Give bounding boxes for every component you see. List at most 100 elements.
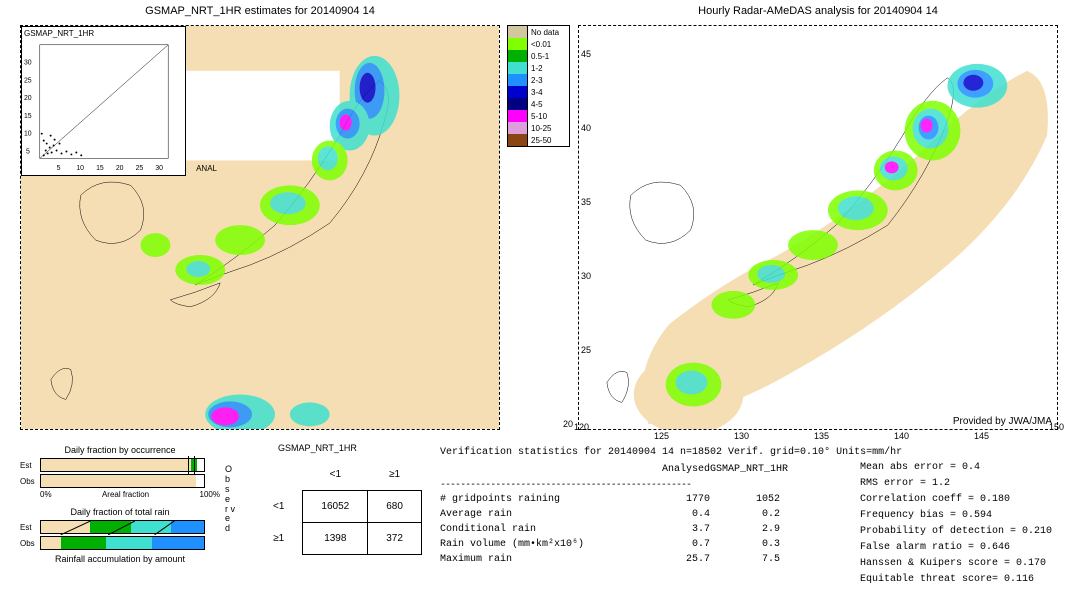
observed-vert-label: O b s e r v e d bbox=[225, 465, 235, 534]
verif-row-model: 0.2 bbox=[710, 507, 780, 522]
legend-label: 4-5 bbox=[528, 100, 543, 109]
legend-item: 10-25 bbox=[508, 122, 569, 134]
verif-row-model: 1052 bbox=[710, 492, 780, 507]
right-map: 120 125 130 135 140 145 150 20 25 30 35 … bbox=[578, 25, 1058, 430]
svg-text:5: 5 bbox=[57, 165, 61, 172]
metric-row: False alarm ratio = 0.646 bbox=[860, 540, 1052, 556]
metric-row: Probability of detection = 0.210 bbox=[860, 524, 1052, 540]
ry-tick-30: 30 bbox=[581, 271, 591, 281]
est-rain-bar bbox=[40, 520, 205, 534]
verification-metrics: Mean abs error = 0.4RMS error = 1.2Corre… bbox=[860, 460, 1052, 588]
est-label-1: Est bbox=[20, 461, 40, 470]
legend-swatch bbox=[508, 50, 528, 62]
legend-label: 3-4 bbox=[528, 88, 543, 97]
ct-title: GSMAP_NRT_1HR bbox=[278, 443, 357, 453]
legend-swatch bbox=[508, 86, 528, 98]
verif-row-model: 7.5 bbox=[710, 552, 780, 567]
svg-text:15: 15 bbox=[96, 165, 104, 172]
legend-swatch bbox=[508, 62, 528, 74]
svg-text:5: 5 bbox=[26, 148, 30, 155]
legend-label: 2-3 bbox=[528, 76, 543, 85]
ct-row1: <1 bbox=[255, 491, 303, 523]
ry-tick-35: 35 bbox=[581, 197, 591, 207]
verif-col-model: GSMAP_NRT_1HR bbox=[710, 462, 780, 477]
svg-text:10: 10 bbox=[24, 131, 32, 138]
verif-row-analysed: 25.7 bbox=[640, 552, 710, 567]
legend-swatch bbox=[508, 74, 528, 86]
areal-label: Areal fraction bbox=[102, 490, 149, 499]
svg-text:30: 30 bbox=[155, 165, 163, 172]
fraction-bars: Daily fraction by occurrence Est Obs 0% … bbox=[20, 445, 220, 567]
legend-swatch bbox=[508, 26, 528, 38]
accum-title: Rainfall accumulation by amount bbox=[20, 554, 220, 564]
legend-label: 10-25 bbox=[528, 124, 551, 133]
ry-tick-40: 40 bbox=[581, 123, 591, 133]
est-label-2: Est bbox=[20, 523, 40, 532]
ct-col1: <1 bbox=[303, 459, 368, 491]
verif-header: Verification statistics for 20140904 14 … bbox=[440, 445, 902, 460]
verif-row: Maximum rain25.77.5 bbox=[440, 552, 902, 567]
verif-row: Conditional rain3.72.9 bbox=[440, 522, 902, 537]
legend-label: <0.01 bbox=[528, 40, 551, 49]
verif-row-model: 0.3 bbox=[710, 537, 780, 552]
metric-row: Equitable threat score= 0.116 bbox=[860, 572, 1052, 588]
legend-item: No data bbox=[508, 26, 569, 38]
svg-text:25: 25 bbox=[136, 165, 144, 172]
legend-label: No data bbox=[528, 28, 559, 37]
right-map-svg bbox=[579, 26, 1057, 429]
pct100-label: 100% bbox=[200, 490, 220, 499]
ct-v12: 680 bbox=[368, 491, 422, 523]
left-map-inset: GSMAP_NRT_1HR 510 1520 2530 510 1520 253… bbox=[21, 26, 186, 176]
rx-tick-120: 120 bbox=[574, 422, 589, 432]
metric-row: Mean abs error = 0.4 bbox=[860, 460, 1052, 476]
verif-row-label: # gridpoints raining bbox=[440, 492, 640, 507]
legend-item: <0.01 bbox=[508, 38, 569, 50]
verif-row-analysed: 1770 bbox=[640, 492, 710, 507]
ct-v11: 16052 bbox=[303, 491, 368, 523]
legend-item: 5-10 bbox=[508, 110, 569, 122]
metric-row: Hanssen & Kuipers score = 0.170 bbox=[860, 556, 1052, 572]
rx-tick-125: 125 bbox=[654, 431, 669, 441]
verif-dashes: ----------------------------------------… bbox=[440, 477, 902, 492]
ct-v21: 1398 bbox=[303, 523, 368, 555]
ry-tick-20: 20 bbox=[563, 419, 573, 429]
metric-row: Frequency bias = 0.594 bbox=[860, 508, 1052, 524]
left-map-title: GSMAP_NRT_1HR estimates for 20140904 14 bbox=[20, 5, 500, 17]
svg-text:10: 10 bbox=[76, 165, 84, 172]
verif-row-label: Rain volume (mm•km²x10⁶) bbox=[440, 537, 640, 552]
inset-anal-label: ANAL bbox=[196, 164, 217, 173]
rx-tick-135: 135 bbox=[814, 431, 829, 441]
right-map-title: Hourly Radar-AMeDAS analysis for 2014090… bbox=[578, 5, 1058, 17]
verif-row-analysed: 0.4 bbox=[640, 507, 710, 522]
svg-text:25: 25 bbox=[24, 77, 32, 84]
svg-text:20: 20 bbox=[24, 95, 32, 102]
legend-item: 2-3 bbox=[508, 74, 569, 86]
verif-row-analysed: 3.7 bbox=[640, 522, 710, 537]
rx-tick-140: 140 bbox=[894, 431, 909, 441]
left-map: GSMAP_NRT_1HR 510 1520 2530 510 1520 253… bbox=[20, 25, 500, 430]
verification-stats: Verification statistics for 20140904 14 … bbox=[440, 445, 902, 567]
legend-item: 0.5-1 bbox=[508, 50, 569, 62]
occurrence-title: Daily fraction by occurrence bbox=[20, 445, 220, 455]
ry-tick-45: 45 bbox=[581, 49, 591, 59]
metric-row: RMS error = 1.2 bbox=[860, 476, 1052, 492]
totalrain-title: Daily fraction of total rain bbox=[20, 507, 220, 517]
ct-col2: ≥1 bbox=[368, 459, 422, 491]
verif-row-label: Average rain bbox=[440, 507, 640, 522]
ct-row2: ≥1 bbox=[255, 523, 303, 555]
right-map-credit: Provided by JWA/JMA bbox=[953, 416, 1052, 427]
legend-label: 0.5-1 bbox=[528, 52, 549, 61]
obs-label-1: Obs bbox=[20, 477, 40, 486]
legend-item: 4-5 bbox=[508, 98, 569, 110]
legend-label: 1-2 bbox=[528, 64, 543, 73]
inset-svg: 510 1520 2530 510 1520 2530 bbox=[22, 27, 185, 175]
legend-item: 1-2 bbox=[508, 62, 569, 74]
legend-swatch bbox=[508, 98, 528, 110]
legend-item: 25-50 bbox=[508, 134, 569, 146]
svg-text:15: 15 bbox=[24, 113, 32, 120]
obs-label-2: Obs bbox=[20, 539, 40, 548]
verif-row-model: 2.9 bbox=[710, 522, 780, 537]
legend-swatch bbox=[508, 38, 528, 50]
svg-text:30: 30 bbox=[24, 60, 32, 67]
est-occ-bar bbox=[40, 458, 205, 472]
